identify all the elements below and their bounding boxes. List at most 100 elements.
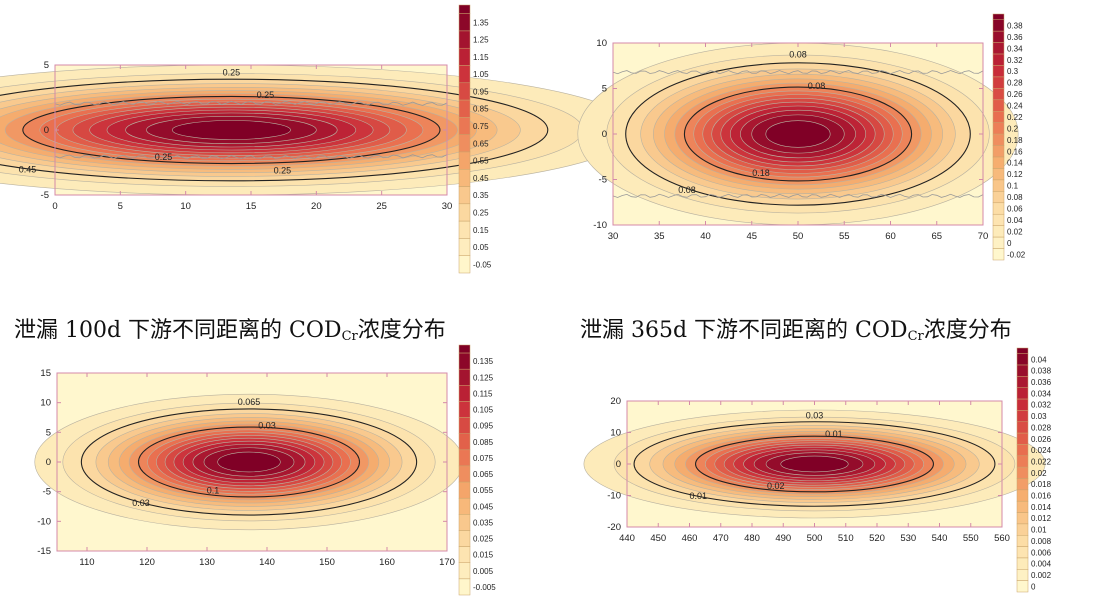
x-tick-label: 120 (139, 557, 155, 568)
caption-100d: 泄漏 100d 下游不同距离的 CODCr浓度分布 (14, 318, 446, 344)
colorbar-label: 1.35 (473, 18, 489, 27)
x-tick-label: 60 (885, 231, 896, 242)
colorbar-label: 0.75 (473, 122, 489, 131)
colorbar-label: 0.85 (473, 105, 489, 114)
contour-band (217, 451, 281, 473)
colorbar-cell (458, 385, 471, 402)
colorbar-label: 0.105 (473, 406, 494, 415)
contour-band (171, 120, 291, 140)
x-tick-label: 530 (900, 533, 916, 544)
colorbar-cell (1016, 347, 1029, 354)
y-tick-label: -5 (43, 487, 51, 498)
colorbar-label: -0.005 (473, 583, 496, 592)
colorbar-cell (1016, 569, 1029, 581)
colorbar-label: 0.034 (1031, 389, 1052, 398)
colorbar-cell (458, 417, 471, 434)
colorbar-cell (1016, 421, 1029, 434)
caption-365d: 泄漏 365d 下游不同距离的 CODCr浓度分布 (580, 318, 1012, 344)
x-tick-label: 460 (682, 533, 698, 544)
colorbar-cell (458, 368, 471, 386)
colorbar-label: 0.28 (1007, 79, 1023, 88)
contour-label: 0.25 (155, 152, 173, 162)
colorbar-cell (1016, 410, 1029, 423)
colorbar-cell (992, 30, 1005, 43)
x-tick-label: 480 (744, 533, 760, 544)
y-tick-label: -10 (607, 491, 621, 502)
colorbar-label: 0.2 (1007, 124, 1019, 133)
colorbar-cell (992, 168, 1005, 181)
colorbar-cell (992, 133, 1005, 146)
colorbar-cell (458, 47, 471, 66)
x-tick-label: 540 (932, 533, 948, 544)
x-tick-label: 50 (793, 231, 804, 242)
colorbar-cell (458, 562, 471, 580)
colorbar-cell (458, 238, 471, 256)
colorbar-label: 0.02 (1007, 227, 1023, 236)
colorbar-label: 0.08 (1007, 193, 1023, 202)
y-tick-label: 20 (610, 396, 621, 407)
x-tick-label: 130 (199, 557, 215, 568)
colorbar-label: 0.65 (473, 139, 489, 148)
y-tick-label: 0 (602, 129, 607, 140)
colorbar-label: 0.038 (1031, 367, 1052, 376)
colorbar-cell (1016, 387, 1029, 400)
colorbar-cell (992, 88, 1005, 101)
contour-label: 0.03 (806, 411, 824, 421)
colorbar-cell (458, 117, 471, 135)
x-tick-label: 30 (608, 231, 619, 242)
colorbar-label: 0.095 (473, 422, 494, 431)
colorbar-label: 0.036 (1031, 378, 1052, 387)
colorbar-label: 0.032 (1031, 401, 1052, 410)
y-tick-label: -15 (37, 546, 51, 557)
contour-label: 0.25 (257, 90, 275, 100)
y-tick-label: -10 (593, 220, 607, 231)
colorbar-label: 0.26 (1007, 90, 1023, 99)
colorbar-cell (992, 248, 1005, 261)
colorbar-cell (992, 156, 1005, 169)
colorbar-cell (458, 255, 471, 274)
colorbar-cell (458, 433, 471, 451)
colorbar-cell (1016, 376, 1029, 388)
y-tick-label: -5 (599, 175, 607, 186)
colorbar-cell (1016, 364, 1029, 377)
colorbar-label: 0.04 (1031, 355, 1047, 364)
x-tick-label: 490 (775, 533, 791, 544)
contour-chart-3: 0.03 0.065 0.1 0.03 110 120 130 140 150 160 170 15 1… (34, 344, 496, 596)
colorbar-label: 0.015 (473, 551, 494, 560)
colorbar-label: 0 (1007, 239, 1012, 248)
colorbar-label: 0.115 (473, 389, 493, 398)
colorbar-label: 0.006 (1031, 548, 1052, 557)
colorbar-cell (992, 42, 1005, 55)
colorbar-label: 0.35 (473, 191, 489, 200)
x-tick-label: 40 (700, 231, 711, 242)
x-tick-label: 140 (259, 557, 275, 568)
x-tick-label: 450 (650, 533, 666, 544)
y-tick-label: -20 (607, 522, 621, 533)
x-tick-label: 550 (963, 533, 979, 544)
colorbar-label: 0.36 (1007, 33, 1023, 42)
colorbar-cell (992, 111, 1005, 123)
colorbar-cell (992, 191, 1005, 204)
colorbar-cell (458, 352, 471, 370)
x-tick-label: 110 (79, 557, 94, 568)
colorbar-label: 0.02 (1031, 469, 1047, 478)
colorbar-cell (1016, 580, 1029, 593)
y-tick-label: 5 (46, 427, 51, 438)
colorbar-cell (458, 530, 471, 547)
colorbar-cell (458, 82, 471, 101)
colorbar-cell (458, 514, 471, 531)
contour-label: 0.01 (689, 491, 707, 501)
colorbar-label: 0.028 (1031, 423, 1052, 432)
colorbar-label: 0.16 (1007, 147, 1023, 156)
contour-chart-1: 0.250.250.250.45 0.250 5 10 15 20 25 3050-51.35… (0, 4, 636, 274)
contour-label: 0.18 (752, 168, 770, 178)
colorbar-label: 0.025 (473, 535, 494, 544)
colorbar-label: 0.002 (1031, 571, 1052, 580)
colorbar-cell (992, 236, 1005, 249)
colorbar-cell (458, 99, 471, 118)
colorbar-cell (458, 13, 471, 32)
y-tick-label: 0 (44, 125, 49, 136)
colorbar-cell (992, 99, 1005, 112)
y-tick-label: 5 (44, 60, 49, 71)
colorbar-cell (458, 344, 471, 354)
